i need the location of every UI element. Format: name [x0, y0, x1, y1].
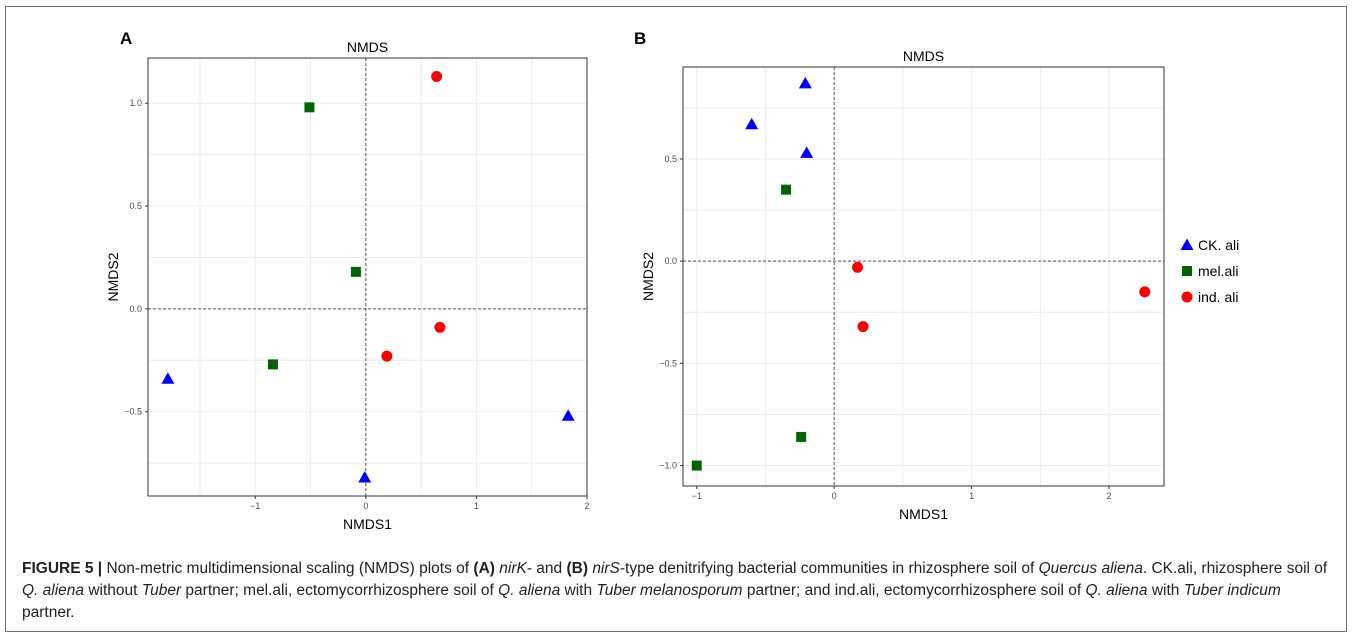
y-tick-label: −0.5 [124, 407, 142, 417]
caption-text: with [1147, 582, 1184, 599]
data-point-mel [796, 431, 807, 442]
caption-tuber: Tuber [141, 582, 182, 599]
x-tick-label: 2 [1107, 491, 1112, 501]
legend-label: ind. ali [1198, 289, 1238, 305]
caption-species-abbrev: Q. aliena [1085, 582, 1148, 599]
y-axis-label: NMDS2 [105, 252, 121, 301]
figure-frame [5, 6, 1347, 632]
x-tick-label: 0 [832, 491, 837, 501]
caption-gene-b: nirS [592, 560, 620, 577]
caption-species-abbrev: Q. aliena [22, 582, 85, 599]
data-point-ck [561, 409, 575, 421]
data-point-mel [350, 266, 361, 277]
panel-tag: B [634, 29, 646, 48]
data-point-ck [161, 372, 175, 384]
figure-caption: FIGURE 5 | Non-metric multidimensional s… [22, 558, 1332, 624]
plot-border [682, 66, 1165, 487]
caption-text: . CK.ali, rhizosphere soil of [1142, 560, 1328, 577]
data-point-ind [434, 321, 446, 333]
caption-text: with [560, 582, 597, 599]
data-point-ind [381, 350, 393, 362]
data-point-mel [267, 359, 278, 370]
data-point-mel [781, 184, 792, 195]
data-point-ind [1139, 286, 1151, 298]
data-point-ind [852, 261, 864, 273]
caption-text: partner; mel.ali, ectomycorrhizosphere s… [181, 582, 499, 599]
data-point-ck [800, 146, 814, 158]
data-point-ck [798, 76, 812, 89]
y-tick-label: 0.0 [664, 256, 677, 266]
caption-gene-a: nirK [499, 560, 527, 577]
data-point-mel [304, 102, 315, 113]
y-tick-label: 0.5 [129, 201, 142, 211]
legend-key-mel [1182, 266, 1192, 276]
legend-label: mel.ali [1198, 263, 1238, 279]
chart-title: NMDS [903, 48, 944, 64]
x-tick-label: −1 [250, 501, 260, 511]
legend-key-ind [1181, 291, 1193, 303]
caption-species: Quercus aliena [1038, 560, 1143, 577]
data-point-ck [358, 470, 372, 483]
caption-text: -type denitrifying bacterial communities… [619, 560, 1039, 577]
y-tick-label: −0.5 [659, 358, 677, 368]
caption-ref-a: (A) [473, 560, 495, 577]
caption-species-abbrev: Q. aliena [498, 582, 561, 599]
x-axis-label: NMDS1 [899, 506, 948, 522]
chart-title: NMDS [347, 39, 388, 55]
caption-text: Non-metric multidimensional scaling (NMD… [102, 560, 474, 577]
data-point-mel [691, 460, 702, 471]
x-axis-label: NMDS1 [343, 516, 392, 532]
y-tick-label: 0.5 [664, 154, 677, 164]
legend-label: CK. ali [1198, 237, 1239, 253]
data-point-ck [745, 117, 759, 130]
panel-tag: A [120, 29, 132, 48]
y-tick-label: 0.0 [129, 304, 142, 314]
y-axis-label: NMDS2 [640, 252, 656, 301]
legend-key-ck [1180, 238, 1194, 250]
x-tick-label: 2 [584, 501, 589, 511]
y-tick-label: 1.0 [129, 98, 142, 108]
x-tick-label: −1 [692, 491, 702, 501]
plot-border [147, 57, 588, 497]
caption-tuber: Tuber indicum [1183, 582, 1281, 599]
caption-text: without [84, 582, 142, 599]
figure-label: FIGURE 5 | [22, 560, 103, 577]
caption-text: - and [526, 560, 567, 577]
data-point-ind [431, 71, 443, 83]
x-tick-label: 0 [363, 501, 368, 511]
nmds-plots: A NMDS −1 0 1 2 −0.5 0.0 0.5 1.0 NMDS1 NMDS2 B NMDS −1… [105, 29, 1239, 532]
x-tick-label: 1 [969, 491, 974, 501]
y-tick-label: −1.0 [659, 461, 677, 471]
caption-ref-b: (B) [566, 560, 588, 577]
caption-text: partner; and ind.ali, ectomycorrhizosphe… [742, 582, 1086, 599]
x-tick-label: 1 [474, 501, 479, 511]
caption-tuber: Tuber melanosporum [596, 582, 743, 599]
caption-text: partner. [22, 604, 75, 621]
data-point-ind [857, 321, 869, 333]
